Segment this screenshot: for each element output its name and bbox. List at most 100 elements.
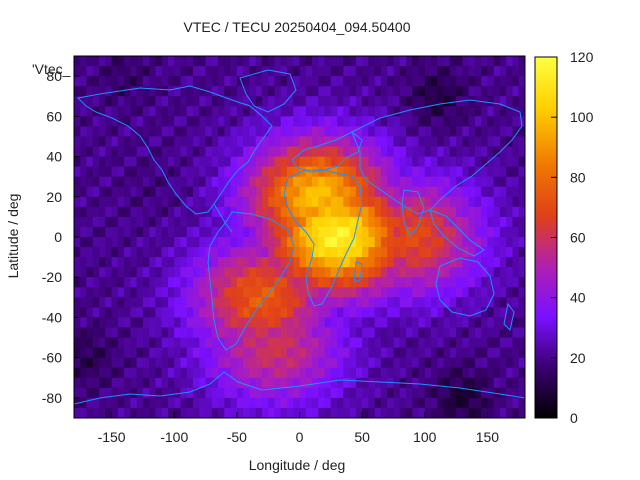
heatmap-cell <box>149 176 157 188</box>
heatmap-cell <box>199 96 207 107</box>
heatmap-cell <box>431 166 438 178</box>
heatmap-cell <box>255 257 263 268</box>
heatmap-cell <box>330 206 338 218</box>
heatmap-cell <box>274 247 282 258</box>
heatmap-cell <box>224 196 232 208</box>
heatmap-cell <box>380 327 388 339</box>
heatmap-cell <box>399 196 407 208</box>
heatmap-cell <box>493 176 501 188</box>
heatmap-cell <box>362 96 369 107</box>
heatmap-cell <box>174 347 182 359</box>
heatmap-cell <box>431 407 438 418</box>
heatmap-cell <box>199 216 207 228</box>
heatmap-cell <box>124 367 131 379</box>
heatmap-cell <box>393 56 401 67</box>
heatmap-cell <box>487 186 495 198</box>
heatmap-cell <box>92 156 100 168</box>
heatmap-cell <box>368 347 376 359</box>
heatmap-cell <box>468 186 476 198</box>
heatmap-cell <box>324 247 332 258</box>
heatmap-cell <box>312 176 319 188</box>
heatmap-cell <box>86 297 94 308</box>
heatmap-cell <box>99 257 106 268</box>
heatmap-cell <box>499 136 507 148</box>
heatmap-cell <box>211 106 219 117</box>
heatmap-cell <box>136 287 144 298</box>
heatmap-cell <box>174 397 182 409</box>
x-tick-label: -150 <box>98 429 126 445</box>
heatmap-cell <box>324 317 332 329</box>
heatmap-cell <box>456 116 463 127</box>
heatmap-cell <box>142 297 150 308</box>
heatmap-cell <box>399 297 407 308</box>
heatmap-cell <box>456 86 463 97</box>
heatmap-cell <box>199 76 207 87</box>
heatmap-cell <box>399 96 407 107</box>
heatmap-cell <box>205 216 213 228</box>
heatmap-cell <box>174 367 182 379</box>
heatmap-cell <box>368 156 376 168</box>
heatmap-cell <box>174 76 182 87</box>
heatmap-cell <box>362 327 369 339</box>
heatmap-cell <box>362 126 369 138</box>
heatmap-cell <box>437 86 445 97</box>
heatmap-cell <box>105 387 113 399</box>
heatmap-cell <box>312 357 319 369</box>
heatmap-cell <box>236 196 244 208</box>
heatmap-cell <box>193 216 200 228</box>
heatmap-cell <box>243 66 250 77</box>
heatmap-cell <box>324 357 332 369</box>
heatmap-cell <box>293 86 301 97</box>
heatmap-cell <box>512 156 520 168</box>
heatmap-cell <box>330 317 338 329</box>
heatmap-cell <box>136 86 144 97</box>
heatmap-cell <box>243 287 250 298</box>
heatmap-cell <box>230 126 238 138</box>
heatmap-cell <box>299 76 307 87</box>
heatmap-cell <box>186 297 194 308</box>
heatmap-cell <box>387 407 395 418</box>
heatmap-cell <box>474 196 482 208</box>
heatmap-cell <box>418 176 426 188</box>
heatmap-cell <box>368 146 376 158</box>
heatmap-cell <box>80 166 88 178</box>
heatmap-cell <box>506 196 514 208</box>
heatmap-cell <box>111 186 119 198</box>
heatmap-cell <box>287 146 294 158</box>
heatmap-cell <box>312 86 319 97</box>
heatmap-cell <box>337 146 344 158</box>
heatmap-cell <box>293 247 301 258</box>
heatmap-cell <box>349 206 357 218</box>
heatmap-cell <box>380 357 388 369</box>
heatmap-cell <box>274 377 282 389</box>
heatmap-cell <box>449 216 457 228</box>
heatmap-cell <box>149 237 157 248</box>
heatmap-cell <box>249 327 257 339</box>
heatmap-cell <box>168 387 175 399</box>
heatmap-cell <box>124 76 131 87</box>
heatmap-cell <box>111 277 119 288</box>
heatmap-cell <box>236 166 244 178</box>
heatmap-cell <box>406 176 413 188</box>
heatmap-cell <box>499 287 507 298</box>
heatmap-cell <box>92 116 100 127</box>
heatmap-cell <box>431 297 438 308</box>
heatmap-cell <box>174 56 182 67</box>
heatmap-cell <box>499 297 507 308</box>
heatmap-cell <box>424 327 432 339</box>
heatmap-cell <box>437 146 445 158</box>
heatmap-cell <box>506 397 514 409</box>
heatmap-cell <box>324 56 332 67</box>
heatmap-cell <box>180 327 188 339</box>
heatmap-cell <box>274 307 282 319</box>
heatmap-cell <box>418 317 426 329</box>
heatmap-cell <box>155 196 163 208</box>
heatmap-cell <box>380 156 388 168</box>
heatmap-cell <box>318 96 326 107</box>
y-tick-label: 80 <box>46 68 62 84</box>
heatmap-cell <box>142 166 150 178</box>
heatmap-cell <box>105 257 113 268</box>
heatmap-cell <box>293 267 301 278</box>
heatmap-cell <box>512 367 520 379</box>
heatmap-cell <box>406 287 413 298</box>
